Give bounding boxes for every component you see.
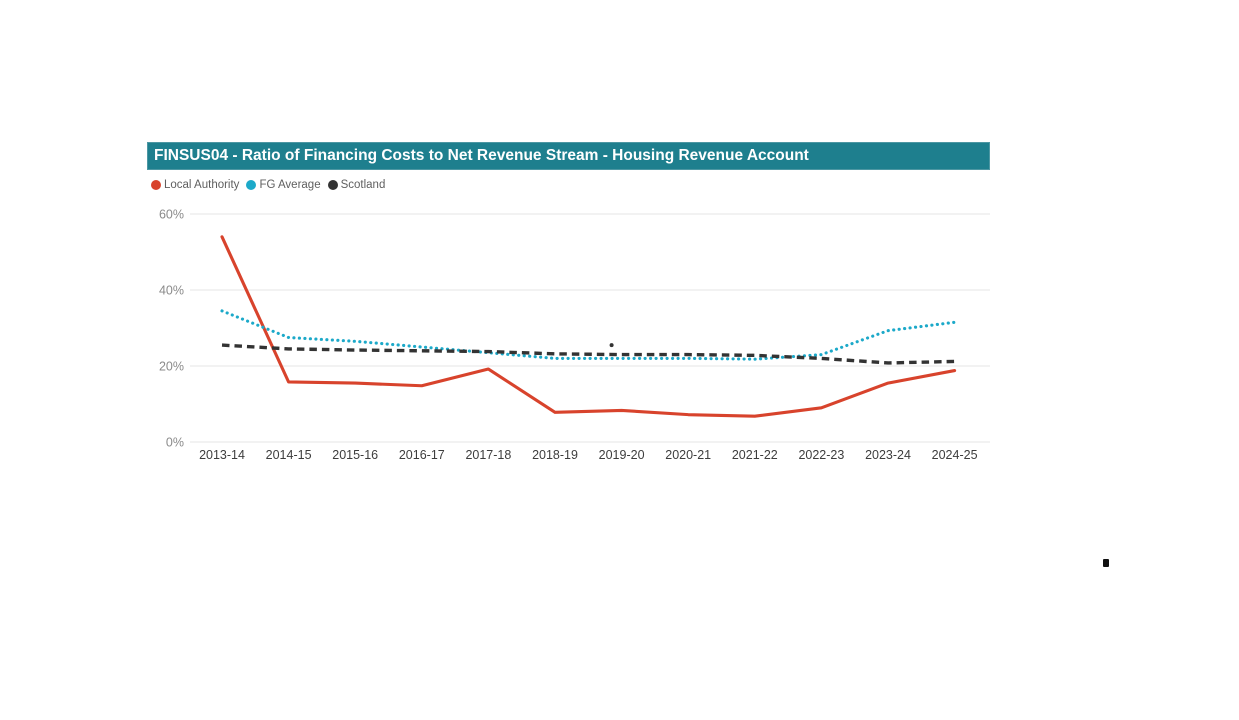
y-axis-tick-label: 20% (159, 360, 184, 374)
x-axis-tick-label: 2023-24 (865, 448, 911, 462)
x-axis-tick-label: 2015-16 (332, 448, 378, 462)
x-axis-tick-label: 2021-22 (732, 448, 778, 462)
series-line-local-authority[interactable] (220, 235, 957, 418)
chart-title: FINSUS04 - Ratio of Financing Costs to N… (154, 147, 809, 164)
legend-label: Scotland (340, 179, 386, 191)
legend-dot-scotland-icon (327, 180, 338, 190)
x-axis-tick-label: 2013-14 (199, 448, 245, 462)
x-axis-tick-label: 2020-21 (665, 448, 711, 462)
stray-mark (1103, 559, 1109, 567)
legend-item-scotland[interactable]: Scotland (327, 179, 386, 191)
line-chart: 0% 20% 40% 60% 2013-14 2014-15 2015-16 2016-17 2… (159, 208, 990, 462)
series-line-scotland[interactable] (221, 343, 955, 365)
series-line-fg-average[interactable] (220, 309, 957, 361)
x-axis-tick-label: 2014-15 (266, 448, 312, 462)
y-axis-tick-label: 40% (159, 284, 184, 298)
x-axis-tick-label: 2019-20 (599, 448, 645, 462)
x-axis-tick-label: 2024-25 (932, 448, 978, 462)
y-axis-tick-label: 60% (159, 208, 184, 222)
legend-item-fg-average[interactable]: FG Average (246, 179, 321, 191)
legend-dot-fg-average-icon (246, 180, 257, 190)
x-axis-tick-label: 2016-17 (399, 448, 445, 462)
x-axis-tick-label: 2017-18 (465, 448, 511, 462)
x-axis-tick-label: 2022-23 (798, 448, 844, 462)
y-axis-tick-label: 0% (166, 436, 184, 450)
legend-label: FG Average (259, 179, 321, 191)
report-visual: FINSUS04 - Ratio of Financing Costs to N… (147, 142, 990, 488)
legend-label: Local Authority (164, 179, 240, 191)
chart-legend: Local Authority FG Average Scotland (151, 177, 990, 193)
x-axis-tick-label: 2018-19 (532, 448, 578, 462)
legend-item-local-authority[interactable]: Local Authority (151, 179, 239, 191)
chart-title-bar: FINSUS04 - Ratio of Financing Costs to N… (147, 142, 990, 170)
stray-data-dot (609, 343, 614, 348)
legend-dot-local-authority-icon (151, 180, 161, 190)
